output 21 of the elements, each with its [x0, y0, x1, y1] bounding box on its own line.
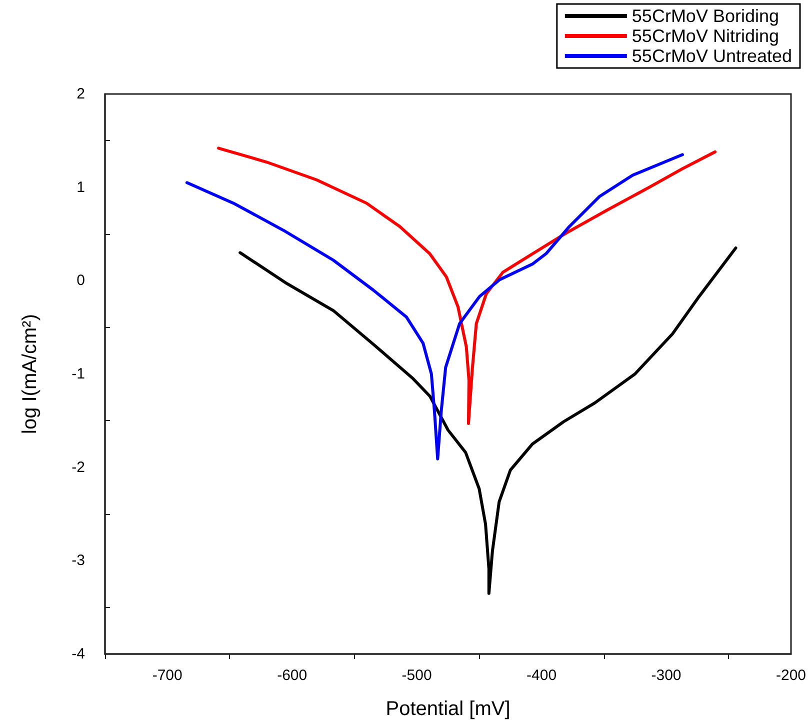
- y-tick-label: -3: [72, 552, 85, 570]
- line-series: [238, 246, 738, 595]
- y-tick-label: 1: [76, 178, 85, 196]
- line-series: [217, 146, 717, 425]
- x-tick-label: -600: [277, 667, 308, 684]
- legend-label: 55CrMoV Untreated: [632, 46, 792, 66]
- y-tick-label: 2: [76, 86, 85, 102]
- x-tick-label: -400: [526, 667, 557, 684]
- x-axis-title: Potential [mV]: [386, 698, 510, 720]
- y-tick-label: 0: [76, 272, 85, 290]
- legend-label: 55CrMoV Nitriding: [632, 26, 779, 46]
- y-tick-label: -4: [72, 646, 85, 662]
- legend-label: 55CrMoV Boriding: [632, 6, 780, 26]
- x-tick-label: -500: [402, 667, 432, 684]
- x-tick-label: -200: [776, 667, 806, 684]
- y-axis-title: log I(mA/cm²): [19, 314, 41, 434]
- line-series: [185, 153, 684, 460]
- x-tick-label: -300: [651, 667, 682, 684]
- y-tick-label: -2: [72, 458, 85, 476]
- y-tick-label: -1: [72, 366, 85, 382]
- x-tick-label: -700: [152, 667, 182, 684]
